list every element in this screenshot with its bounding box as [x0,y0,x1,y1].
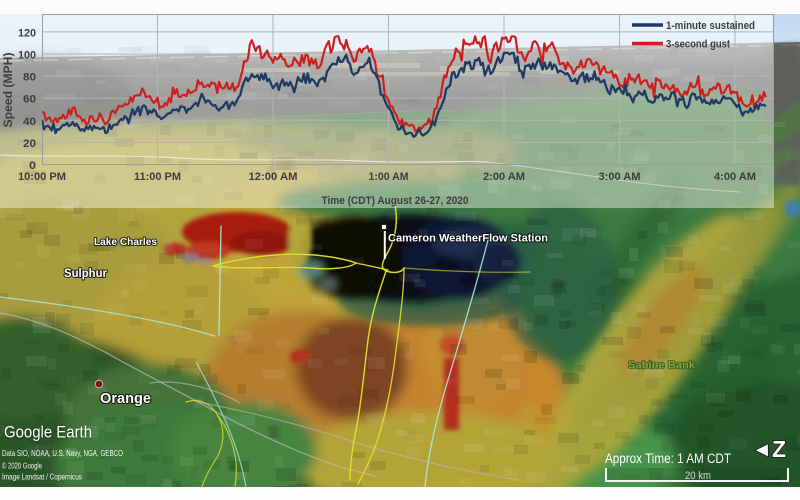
svg-text:◄: ◄ [752,439,772,461]
svg-text:40: 40 [23,116,36,128]
svg-text:Lake Charles: Lake Charles [94,236,157,248]
svg-text:Z: Z [772,436,786,462]
svg-text:60: 60 [23,94,36,106]
svg-text:Image Landsat / Copernicus: Image Landsat / Copernicus [2,473,82,482]
svg-text:11:00 PM: 11:00 PM [134,171,181,183]
svg-text:2:00 AM: 2:00 AM [483,171,525,183]
svg-text:Cameron WeatherFlow Station: Cameron WeatherFlow Station [388,233,548,245]
svg-text:20: 20 [23,138,36,150]
svg-text:Time (CDT) August 26-27, 2020: Time (CDT) August 26-27, 2020 [322,195,469,207]
svg-text:Speed (MPH): Speed (MPH) [1,53,15,128]
svg-text:3-second gust: 3-second gust [666,39,730,51]
svg-text:Data SIO, NOAA, U.S. Navy, NGA: Data SIO, NOAA, U.S. Navy, NGA, GEBCO [2,449,123,458]
svg-text:Orange: Orange [100,391,151,407]
svg-text:12:00 AM: 12:00 AM [249,171,298,183]
svg-text:© 2020 Google: © 2020 Google [2,462,42,471]
svg-text:Sabine Bank: Sabine Bank [628,360,696,372]
svg-text:0: 0 [29,160,36,172]
svg-text:1:00 AM: 1:00 AM [369,171,409,183]
svg-text:Google Earth: Google Earth [4,424,92,442]
svg-text:100: 100 [18,50,36,62]
svg-text:Approx Time: 1 AM CDT: Approx Time: 1 AM CDT [605,451,731,466]
svg-text:3:00 AM: 3:00 AM [599,171,641,183]
svg-text:20 km: 20 km [685,470,711,482]
svg-text:120: 120 [18,27,36,39]
svg-text:80: 80 [23,72,36,84]
svg-text:4:00 AM: 4:00 AM [714,171,756,183]
svg-text:Sulphur: Sulphur [64,268,108,280]
svg-text:10:00 PM: 10:00 PM [18,171,66,183]
svg-text:1-minute sustained: 1-minute sustained [666,20,755,32]
